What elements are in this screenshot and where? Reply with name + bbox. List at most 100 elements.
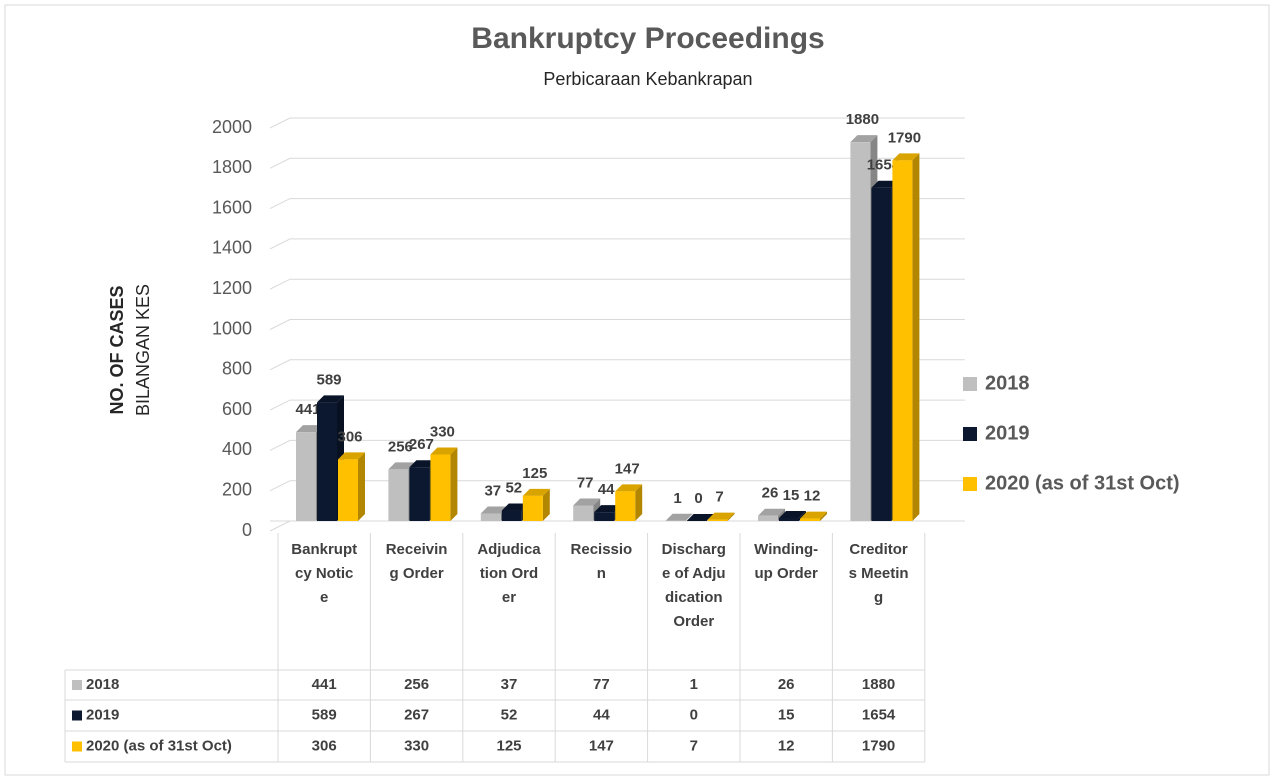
table-cell: 1790	[862, 737, 895, 754]
table-cell: 15	[778, 706, 795, 723]
bar-front	[871, 187, 892, 521]
bar-side	[542, 488, 550, 521]
grid-line	[269, 278, 965, 290]
x-tick-text: Adjudication Order	[477, 541, 541, 606]
grid-line	[269, 359, 965, 371]
x-tick-label: Creditors Meeting	[832, 538, 924, 610]
data-label: 37	[484, 483, 501, 500]
bar-top	[850, 135, 878, 143]
data-label: 7	[715, 489, 723, 506]
bar-front	[409, 467, 430, 521]
bar	[430, 447, 458, 521]
y-tick-label: 800	[222, 359, 252, 379]
bar	[892, 153, 920, 521]
bar-front	[480, 513, 501, 521]
chart-subtitle: Perbicaraan Kebankrapan	[543, 69, 752, 89]
bar-side	[635, 484, 643, 521]
table-legend-key	[72, 741, 82, 752]
y-tick-label: 1000	[212, 318, 252, 338]
grid-line	[269, 439, 965, 451]
bar	[338, 452, 365, 521]
y-axis-label: NO. OF CASES	[107, 285, 127, 414]
bar-top	[707, 512, 735, 520]
bar-top	[758, 508, 785, 516]
data-label: 15	[783, 487, 800, 504]
x-tick-label: Receiving Order	[370, 538, 462, 586]
bar-side	[450, 447, 458, 521]
table-row-label: 2019	[86, 706, 119, 723]
bar	[800, 511, 827, 521]
x-tick-text: Creditors Meeting	[848, 541, 909, 606]
bar-top	[779, 510, 806, 518]
bar	[686, 514, 714, 521]
table-row-label: 2020 (as of 31st Oct)	[86, 737, 232, 754]
table-cell: 1	[690, 676, 698, 693]
table-cell: 7	[690, 737, 698, 754]
data-label: 267	[409, 436, 434, 453]
data-label: 12	[804, 488, 821, 505]
bar-top	[296, 425, 323, 433]
table-cell: 441	[312, 676, 337, 693]
x-tick-label: Adjudication Order	[463, 538, 555, 610]
data-label: 125	[522, 465, 547, 482]
bar-top	[686, 514, 714, 521]
bar-front	[779, 517, 799, 521]
data-label: 1	[673, 490, 681, 507]
bar-front	[892, 160, 913, 521]
x-tick-label: Discharge of Adjudication Order	[648, 538, 740, 634]
bar-front	[317, 402, 337, 521]
y-tick-label: 1600	[212, 197, 252, 217]
data-label: 441	[295, 401, 320, 418]
y-tick-label: 400	[222, 439, 252, 459]
table-cell: 77	[593, 676, 610, 693]
bar-side	[912, 153, 920, 521]
data-label: 1790	[888, 129, 921, 146]
data-label: 1880	[846, 111, 879, 128]
bar-top	[480, 506, 508, 514]
table-cell: 1654	[862, 706, 896, 723]
x-tick-text: Bankruptcy Notice	[291, 541, 358, 606]
bar-front	[388, 469, 409, 521]
grid-line	[269, 198, 965, 210]
bar-top	[871, 180, 899, 188]
legend-label: 2018	[985, 372, 1030, 394]
bar-top	[430, 447, 458, 455]
table-cell: 330	[404, 737, 429, 754]
bar-front	[850, 142, 871, 521]
bar-top	[573, 498, 601, 506]
table-cell: 306	[312, 737, 337, 754]
bar-front	[338, 459, 358, 521]
x-tick-text: Winding-up Order	[754, 541, 819, 582]
bar-side	[727, 512, 735, 521]
bar-top	[409, 460, 437, 468]
y-tick-label: 600	[222, 399, 252, 419]
table-legend-key	[72, 680, 82, 690]
data-label: 306	[337, 428, 362, 445]
bar-side	[685, 513, 693, 521]
y-tick-label: 1800	[212, 157, 252, 177]
y-tick-label: 1200	[212, 278, 252, 298]
y-tick-label: 0	[242, 520, 252, 540]
table-cell: 147	[589, 737, 614, 754]
bar-top	[317, 395, 344, 403]
table-cell: 37	[501, 676, 518, 693]
legend-label: 2020 (as of 31st Oct)	[985, 472, 1180, 494]
bar-front	[615, 491, 636, 521]
bar-front	[800, 518, 820, 521]
table-cell: 125	[496, 737, 521, 754]
data-label: 44	[598, 481, 615, 498]
bar-side	[820, 511, 827, 521]
bar-front	[501, 510, 522, 521]
bar-top	[665, 513, 693, 521]
data-label: 256	[388, 438, 413, 455]
grid-line	[269, 399, 965, 411]
data-label: 52	[505, 479, 522, 496]
table-legend-key	[72, 710, 82, 721]
data-label: 26	[762, 485, 779, 502]
bar-front	[522, 495, 543, 521]
bar-top	[892, 153, 920, 161]
bar-front	[296, 432, 316, 521]
chart-title: Bankruptcy Proceedings	[471, 22, 824, 55]
